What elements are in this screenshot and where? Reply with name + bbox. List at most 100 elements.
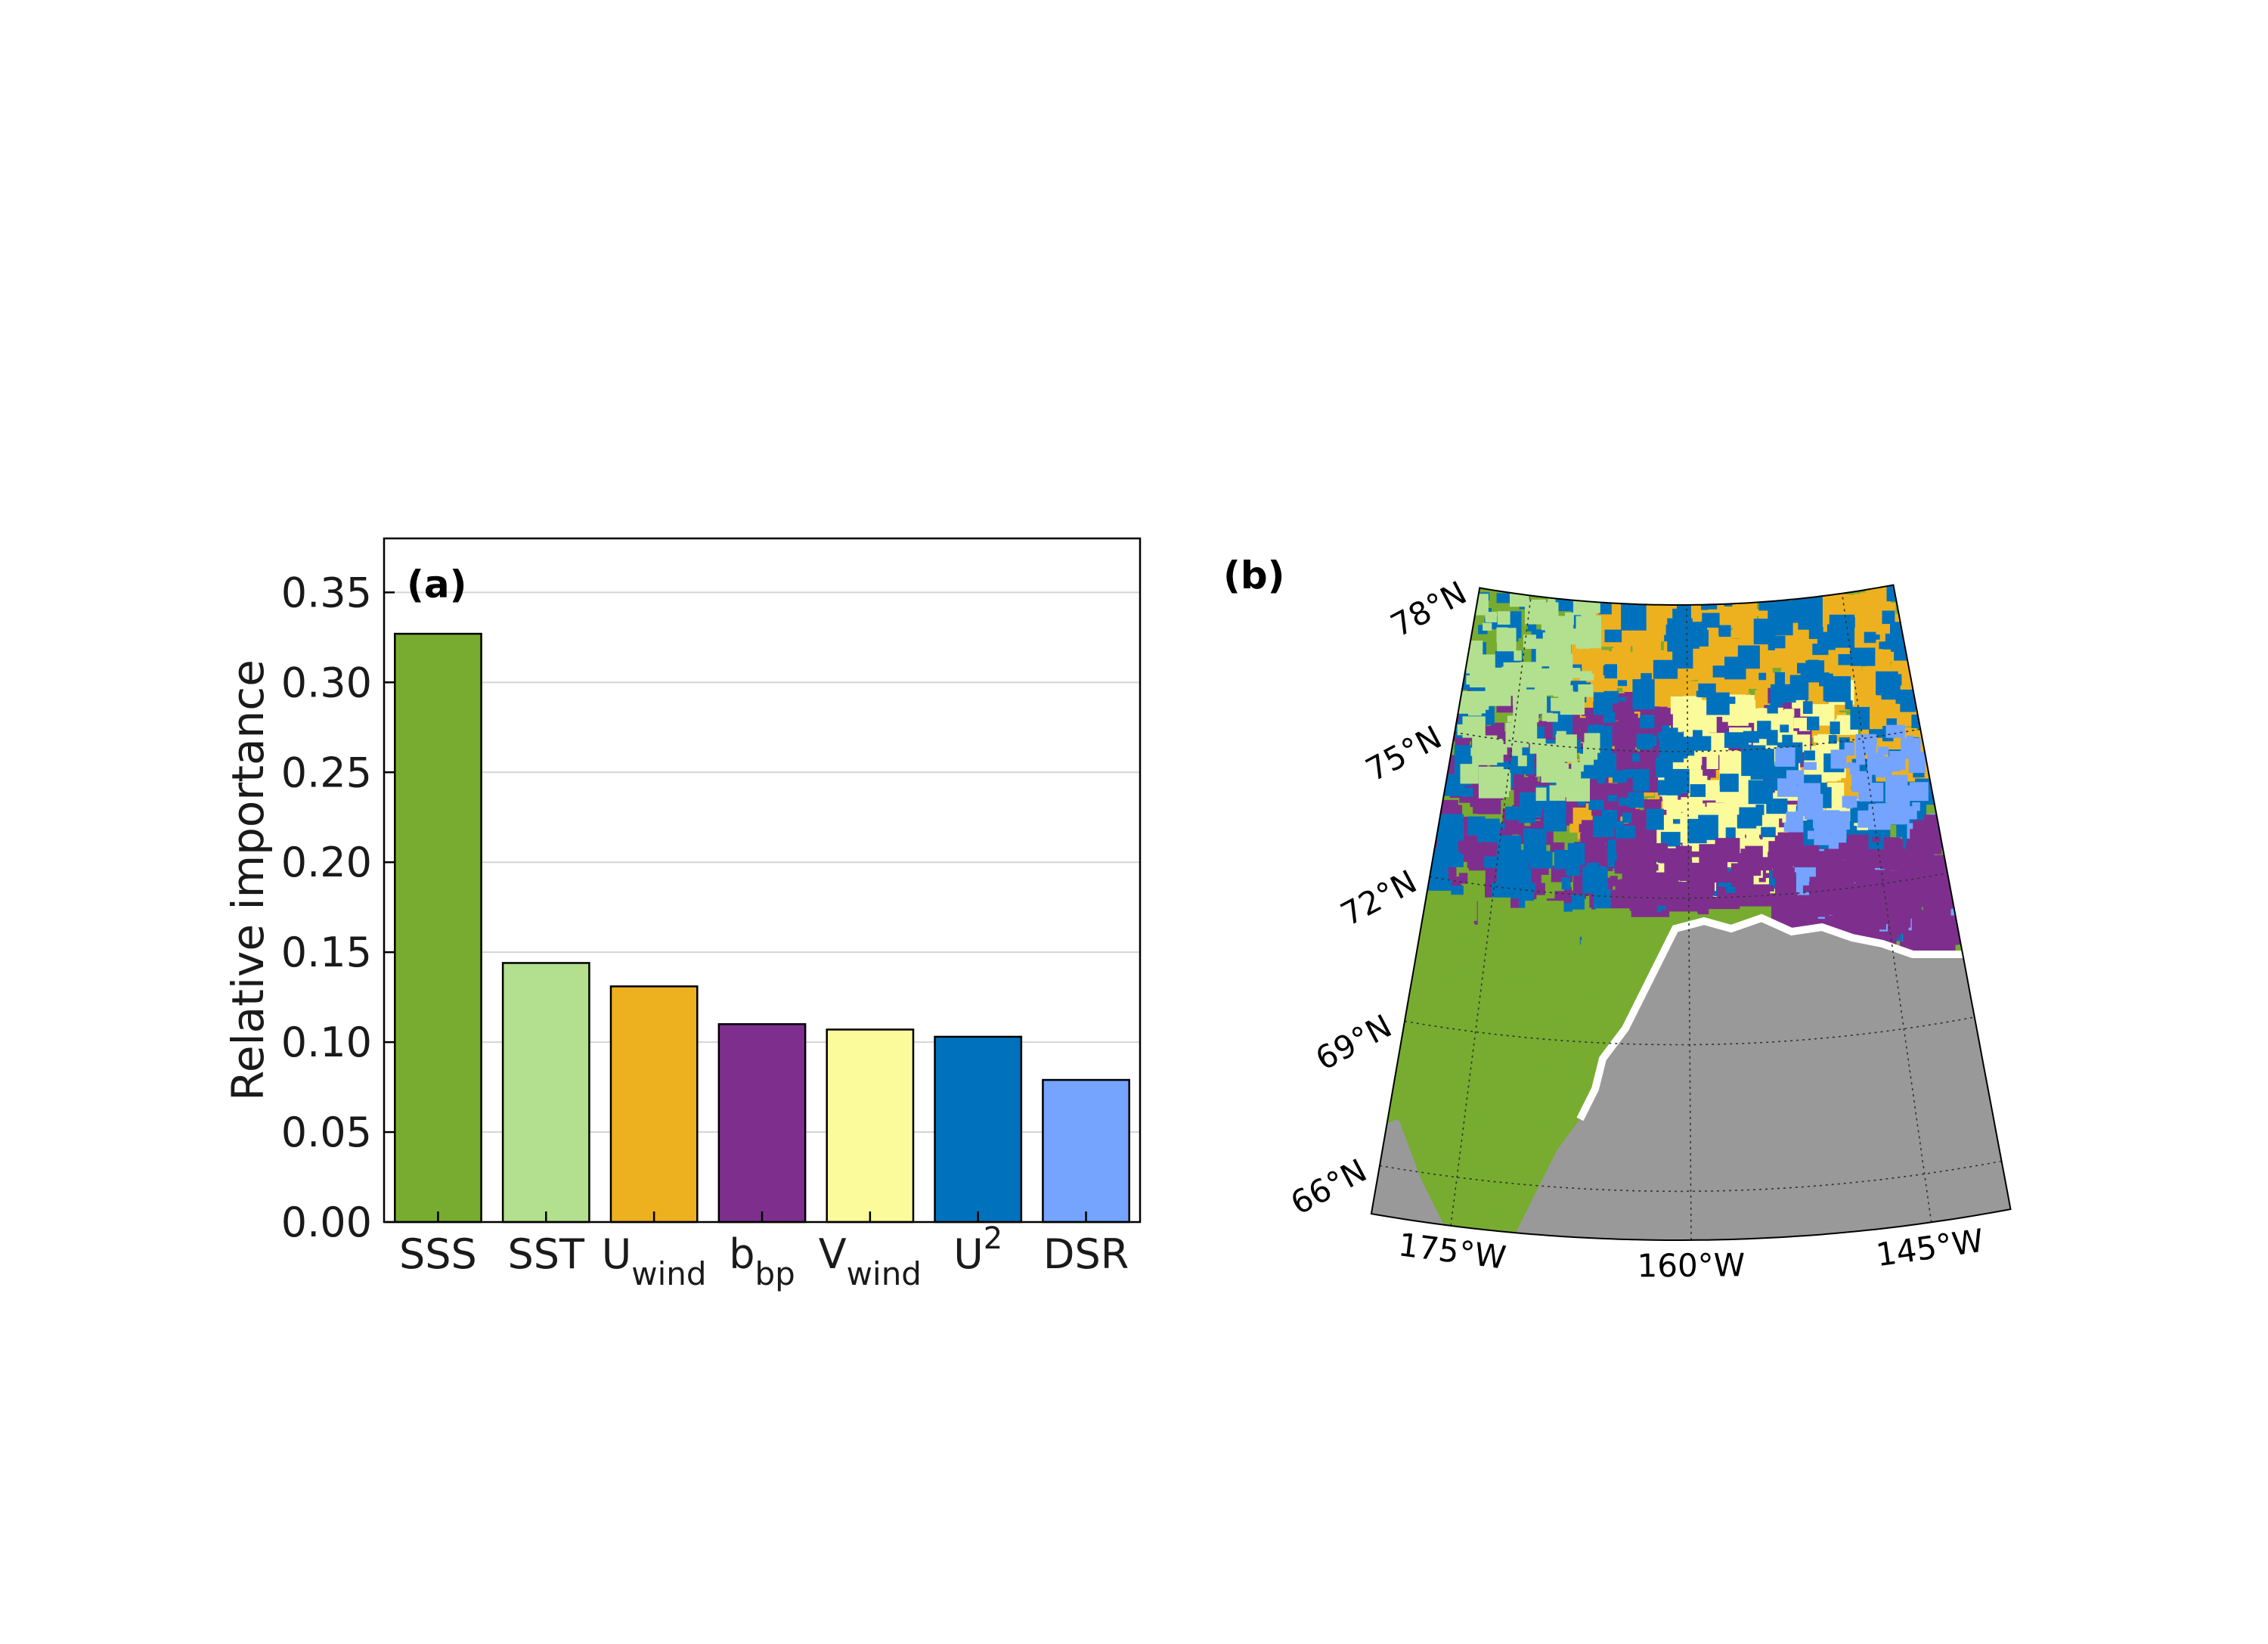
patch-cell	[1579, 753, 1594, 765]
patch-cell	[1758, 877, 1766, 882]
patch-cell	[1639, 653, 1653, 672]
patch-cell	[1613, 820, 1624, 828]
patch-cell	[1464, 992, 1492, 1019]
patch-cell	[1462, 716, 1486, 738]
patch-cell	[1632, 753, 1640, 762]
patch-cell	[1882, 641, 1892, 650]
x-tick-label: Uwind	[602, 1230, 707, 1292]
patch-cell	[1392, 1106, 1403, 1117]
patch-cell	[1854, 594, 1874, 610]
patch-cell	[1518, 807, 1535, 824]
patch-cell	[1782, 734, 1793, 743]
patch-cell	[1635, 876, 1650, 892]
y-tick-label: 0.35	[281, 569, 372, 616]
patch-cell	[1748, 780, 1774, 805]
patch-cell	[1885, 724, 1905, 738]
patch-cell	[1622, 769, 1634, 778]
patch-cell	[1461, 787, 1473, 797]
patch-cell	[1895, 689, 1915, 704]
patch-cell	[1767, 705, 1778, 714]
patch-cell	[1619, 699, 1629, 708]
patch-cell	[1893, 932, 1900, 938]
patch-cell	[1775, 747, 1796, 767]
patch-cell	[1495, 823, 1505, 830]
patch-cell	[1409, 1049, 1445, 1085]
patch-cell	[1833, 594, 1849, 608]
patch-cell	[1673, 819, 1681, 824]
patch-cell	[1863, 672, 1876, 685]
patch-cell	[1698, 683, 1716, 698]
y-tick-label: 0.00	[281, 1199, 372, 1246]
patch-cell	[1660, 832, 1681, 847]
patch-cell	[1856, 752, 1866, 765]
patch-cell	[1793, 718, 1810, 729]
patch-cell	[1527, 619, 1537, 631]
patch-cell	[1758, 596, 1773, 611]
patch-cell	[1911, 917, 1931, 932]
patch-cell	[1698, 814, 1718, 840]
patch-cell	[1859, 616, 1871, 632]
map-panel: 78°N 75°N 72°N 69°N 66°N 175°W 160°W 145°W (b)	[1223, 554, 2012, 1284]
patch-cell	[1766, 730, 1778, 746]
patch-cell	[1808, 830, 1814, 839]
panel-label-a: (a)	[407, 563, 466, 606]
patch-cell	[1690, 641, 1699, 649]
patch-cell	[1824, 915, 1836, 923]
x-tick-label: DSR	[1043, 1230, 1129, 1278]
patch-cell	[1622, 812, 1631, 824]
patch-cell	[1820, 810, 1840, 824]
patch-cell	[1695, 757, 1703, 765]
patch-cell	[1561, 701, 1568, 708]
patch-cell	[1809, 876, 1822, 886]
patch-cell	[1608, 795, 1617, 802]
patch-cell	[1735, 715, 1749, 726]
patch-cell	[1881, 681, 1898, 700]
patch-cell	[1761, 815, 1777, 830]
patch-cell	[1725, 827, 1736, 839]
x-tick-labels: SSS SST Uwind bbp Vwind U2 DSR	[399, 1211, 1129, 1292]
patch-cell	[1817, 734, 1833, 752]
patch-cell	[1478, 766, 1504, 799]
patch-cell	[1830, 821, 1847, 839]
patch-cell	[1830, 749, 1847, 769]
patch-cell	[1755, 804, 1765, 815]
patch-cell	[1641, 673, 1652, 681]
patch-cell	[1664, 848, 1671, 856]
patch-cell	[1780, 724, 1789, 733]
patch-cell	[1662, 794, 1678, 810]
patch-cell	[1663, 686, 1672, 698]
patch-cell	[1579, 727, 1591, 734]
panel-label-b: (b)	[1223, 554, 1285, 597]
patch-cell	[1523, 634, 1536, 650]
patch-cell	[1871, 634, 1880, 640]
patch-cell	[1719, 871, 1737, 882]
patch-cell	[1708, 601, 1718, 610]
patch-cell	[1516, 702, 1539, 723]
patch-cell	[1712, 665, 1731, 678]
patch-cell	[1811, 706, 1818, 712]
patch-cell	[1879, 659, 1890, 667]
patch-cell	[1619, 710, 1634, 726]
lat-label: 75°N	[1359, 718, 1447, 789]
y-tick-label: 0.15	[281, 929, 372, 976]
patch-cell	[1458, 873, 1468, 884]
patch-cell	[1603, 665, 1617, 675]
x-tick-label: SST	[508, 1230, 586, 1278]
patch-cell	[1737, 645, 1760, 669]
patch-cell	[1577, 637, 1590, 649]
patch-cell	[1808, 827, 1815, 835]
patch-cell	[1900, 923, 1909, 933]
patch-cell	[1542, 744, 1554, 755]
y-axis-label: Relative importance	[222, 659, 274, 1101]
patch-cell	[1737, 814, 1757, 829]
patch-cell	[1807, 716, 1820, 730]
patch-cell	[1891, 663, 1901, 671]
patch-cell	[1483, 1079, 1516, 1111]
patch-cell	[1445, 1040, 1482, 1075]
patch-cell	[1814, 827, 1830, 845]
patch-cell	[1581, 610, 1596, 624]
patch-cell	[1845, 617, 1855, 628]
patch-cell	[1670, 737, 1695, 756]
patch-cell	[1483, 1041, 1524, 1082]
patch-cell	[1765, 885, 1774, 892]
